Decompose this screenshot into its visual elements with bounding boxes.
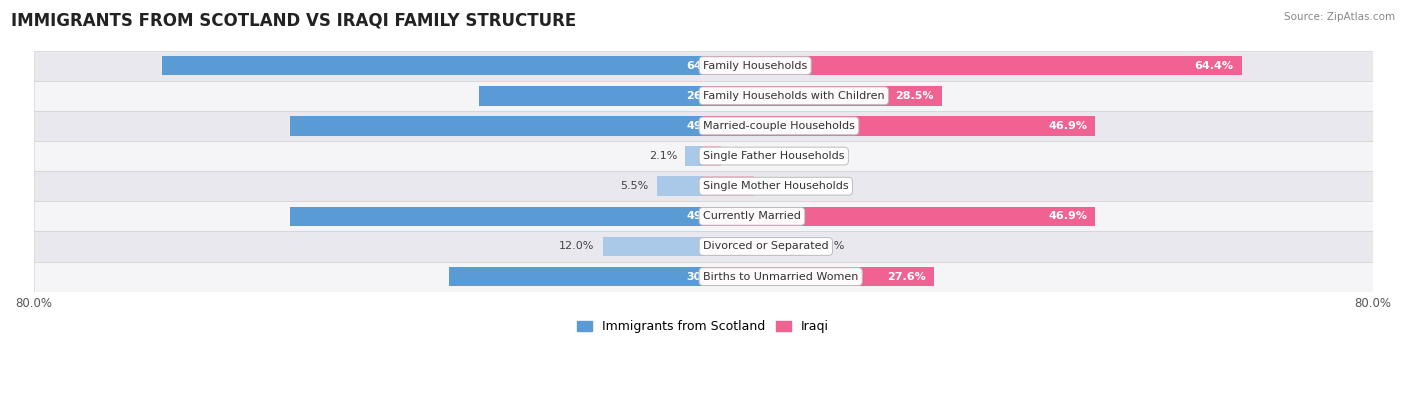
Text: 11.8%: 11.8% xyxy=(810,241,845,252)
Text: Family Households with Children: Family Households with Children xyxy=(703,91,884,101)
Text: 12.0%: 12.0% xyxy=(558,241,595,252)
Bar xyxy=(291,116,703,136)
Bar xyxy=(703,267,934,286)
Text: Divorced or Separated: Divorced or Separated xyxy=(703,241,828,252)
Text: IMMIGRANTS FROM SCOTLAND VS IRAQI FAMILY STRUCTURE: IMMIGRANTS FROM SCOTLAND VS IRAQI FAMILY… xyxy=(11,12,576,30)
Bar xyxy=(703,146,721,166)
Text: 64.4%: 64.4% xyxy=(1195,60,1233,71)
Text: 2.1%: 2.1% xyxy=(648,151,678,161)
Text: 46.9%: 46.9% xyxy=(1047,211,1087,221)
Text: 49.3%: 49.3% xyxy=(686,211,725,221)
Bar xyxy=(162,56,703,75)
Text: 6.1%: 6.1% xyxy=(762,181,790,191)
Bar xyxy=(478,86,703,105)
Text: Married-couple Households: Married-couple Households xyxy=(703,121,855,131)
Text: Source: ZipAtlas.com: Source: ZipAtlas.com xyxy=(1284,12,1395,22)
Bar xyxy=(449,267,703,286)
Text: 28.5%: 28.5% xyxy=(894,91,934,101)
Text: 64.7%: 64.7% xyxy=(686,60,725,71)
Bar xyxy=(34,111,1372,141)
Bar xyxy=(657,177,703,196)
Text: Currently Married: Currently Married xyxy=(703,211,801,221)
Text: Single Mother Households: Single Mother Households xyxy=(703,181,849,191)
Bar xyxy=(603,237,703,256)
Text: 27.6%: 27.6% xyxy=(887,272,925,282)
Legend: Immigrants from Scotland, Iraqi: Immigrants from Scotland, Iraqi xyxy=(572,316,834,339)
Bar xyxy=(703,177,754,196)
Bar xyxy=(34,81,1372,111)
Bar xyxy=(703,237,801,256)
Bar xyxy=(703,207,1095,226)
Bar xyxy=(686,146,703,166)
Text: 30.4%: 30.4% xyxy=(686,272,724,282)
Bar xyxy=(291,207,703,226)
Bar xyxy=(34,51,1372,81)
Text: 49.3%: 49.3% xyxy=(686,121,725,131)
Bar xyxy=(703,86,942,105)
Bar xyxy=(34,261,1372,292)
Bar xyxy=(703,56,1241,75)
Text: Family Households: Family Households xyxy=(703,60,807,71)
Text: 46.9%: 46.9% xyxy=(1047,121,1087,131)
Bar xyxy=(34,141,1372,171)
Text: 26.8%: 26.8% xyxy=(686,91,725,101)
Bar xyxy=(703,116,1095,136)
Text: Births to Unmarried Women: Births to Unmarried Women xyxy=(703,272,859,282)
Bar xyxy=(34,171,1372,201)
Text: Single Father Households: Single Father Households xyxy=(703,151,845,161)
Bar xyxy=(34,231,1372,261)
Text: 5.5%: 5.5% xyxy=(620,181,648,191)
Bar xyxy=(34,201,1372,231)
Text: 2.2%: 2.2% xyxy=(730,151,758,161)
